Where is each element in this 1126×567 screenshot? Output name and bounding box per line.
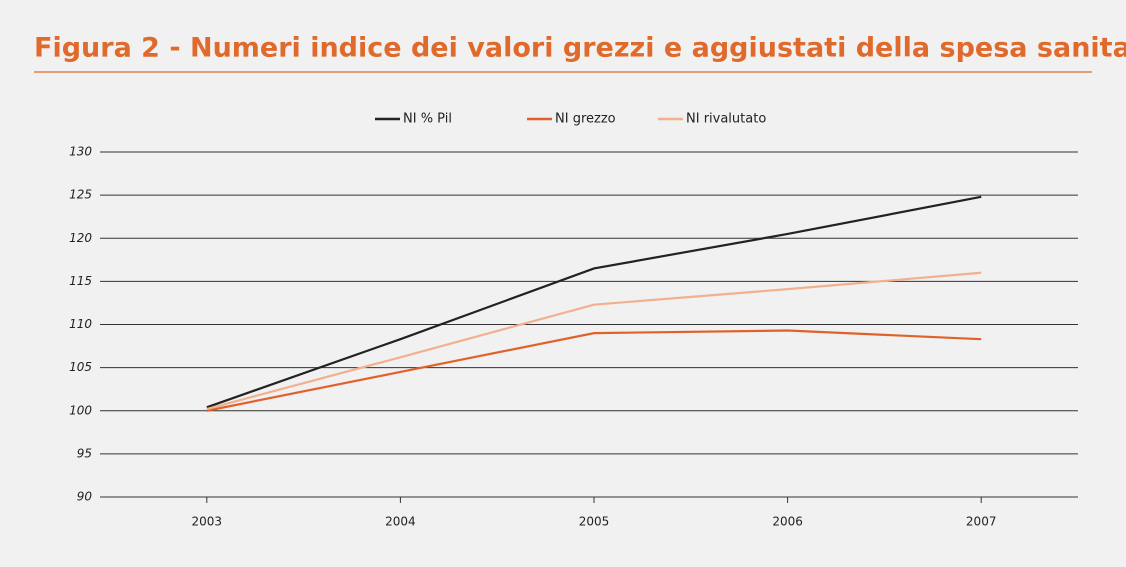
y-tick-label: 115 (69, 274, 92, 288)
y-tick-label: 90 (77, 490, 93, 504)
legend-label: NI % Pil (403, 112, 452, 127)
legend-label: NI rivalutato (686, 112, 766, 127)
x-tick-label: 2007 (966, 515, 997, 529)
y-tick-label: 100 (69, 403, 92, 417)
series-line (206, 195, 982, 409)
x-tick-label: 2004 (385, 515, 416, 529)
y-tick-label: 120 (69, 231, 92, 245)
x-tick-label: 2003 (192, 515, 223, 529)
chart-title: Figura 2 - Numeri indice dei valori grez… (34, 33, 1126, 64)
y-tick-label: 105 (69, 360, 92, 374)
series-line (206, 329, 982, 412)
x-tick-label: 2006 (772, 515, 803, 529)
y-tick-label: 130 (69, 145, 92, 159)
y-tick-label: 95 (77, 446, 92, 460)
legend-label: NI grezzo (555, 112, 616, 127)
x-tick-label: 2005 (579, 515, 610, 529)
y-tick-label: 110 (69, 317, 92, 331)
series-line (206, 271, 982, 411)
y-tick-label: 125 (69, 188, 92, 202)
